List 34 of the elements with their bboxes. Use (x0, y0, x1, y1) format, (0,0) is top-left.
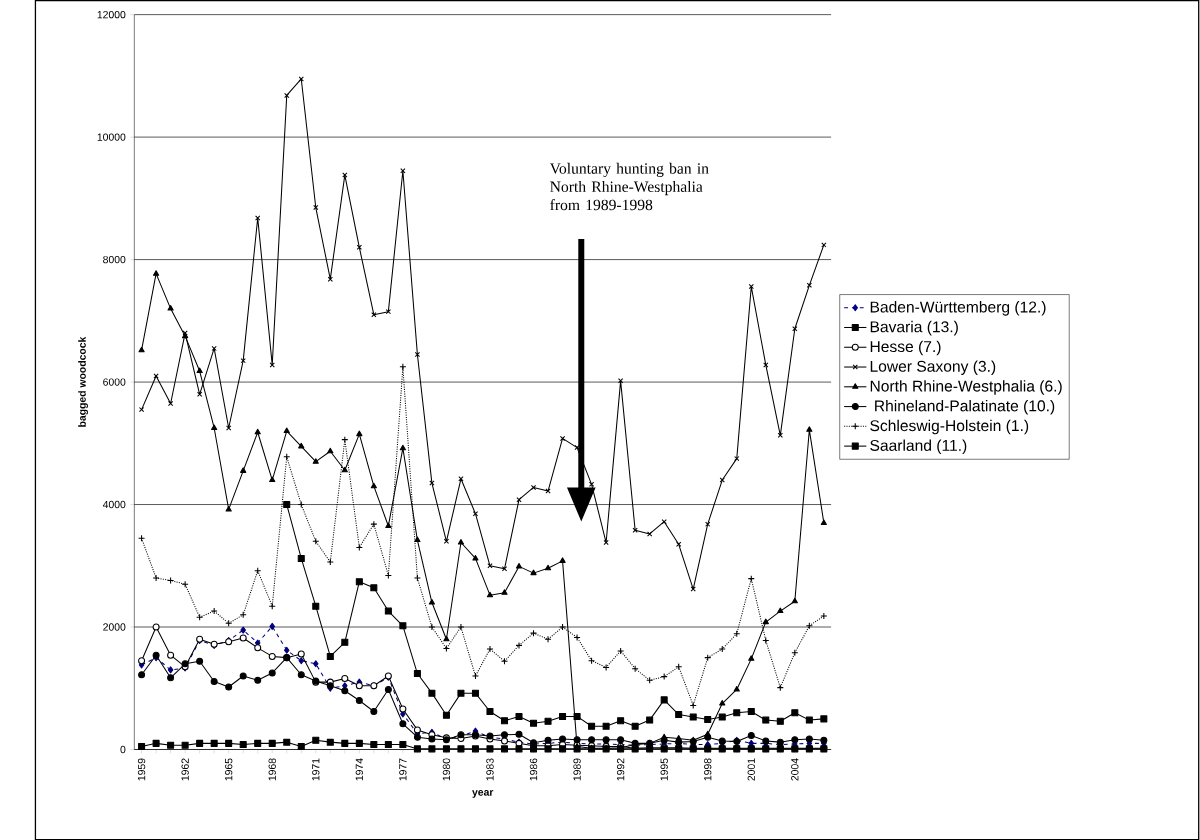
x-tick-label: 1974 (355, 758, 364, 781)
legend-label: Saarland (11.) (870, 439, 967, 454)
y-tick-label: 12000 (97, 10, 126, 19)
x-tick-label: 1989 (573, 758, 581, 781)
y-tick-label: 6000 (103, 378, 126, 386)
legend-label: Bavaria (13.) (870, 320, 958, 336)
annotation: Voluntary hunting ban in North Rhine-Westphalia from 1989-1998 (549, 162, 709, 211)
x-tick-label: 1959 (137, 758, 146, 781)
legend-label: Lower Saxony (3.) (870, 360, 996, 375)
x-tick-label: 1986 (529, 758, 538, 781)
x-tick-label: 1980 (442, 758, 451, 781)
x-tick-label: 1965 (225, 758, 233, 781)
x-tick-label: 1992 (616, 758, 625, 781)
x-tick-label: 1983 (486, 758, 494, 781)
y-tick-label: 0 (120, 745, 126, 754)
x-tick-label: 2004 (791, 758, 799, 781)
y-axis-title: bagged woodcock (78, 336, 88, 427)
x-tick-label: 1971 (312, 758, 320, 781)
x-tick-label: 1998 (704, 758, 712, 781)
legend-label: Hesse (7.) (870, 340, 941, 356)
x-tick-label: 1977 (399, 758, 407, 781)
legend-label: Schleswig-Holstein (1.) (870, 419, 1029, 435)
y-tick-label: 10000 (97, 133, 126, 141)
x-tick-label: 1962 (181, 758, 189, 781)
x-axis-title: year (472, 789, 494, 798)
y-tick-label: 4000 (102, 500, 126, 509)
y-tick-label: 2000 (103, 623, 126, 631)
x-tick-label: 1968 (268, 758, 276, 781)
x-tick-label: 1995 (660, 758, 668, 781)
legend-label: North Rhine-Westphalia (6.) (870, 380, 1062, 395)
legend-label: Baden-Württemberg (12.) (870, 300, 1046, 316)
y-tick-label: 8000 (103, 255, 126, 264)
legend-label: Rhineland-Palatinate (10.) (875, 399, 1055, 415)
x-tick-label: 2001 (747, 758, 755, 781)
